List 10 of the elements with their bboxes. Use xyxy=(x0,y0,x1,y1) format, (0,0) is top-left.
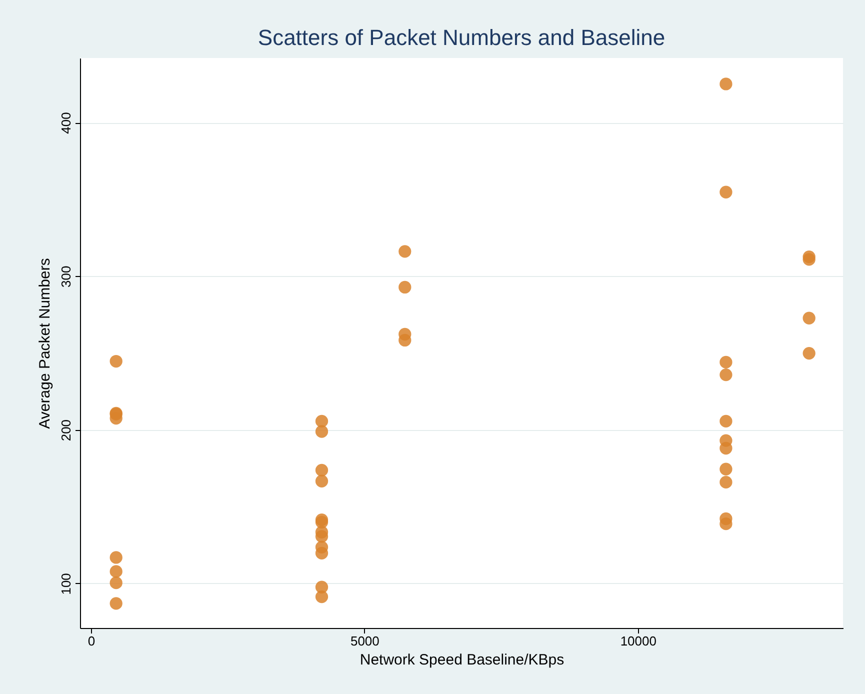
y-axis-title: Average Packet Numbers xyxy=(36,258,54,429)
y-tick-label: 300 xyxy=(58,266,74,288)
y-tick-label: 200 xyxy=(58,419,74,442)
x-tick-label: 10000 xyxy=(620,634,656,648)
y-tick-label: 100 xyxy=(58,573,74,595)
y-tick-label: 400 xyxy=(58,112,74,134)
x-axis-title: Network Speed Baseline/KBps xyxy=(360,652,564,668)
x-tick-label: 5000 xyxy=(350,634,380,648)
x-tick-label: 0 xyxy=(88,634,96,648)
chart-title: Scatters of Packet Numbers and Baseline xyxy=(258,25,666,50)
